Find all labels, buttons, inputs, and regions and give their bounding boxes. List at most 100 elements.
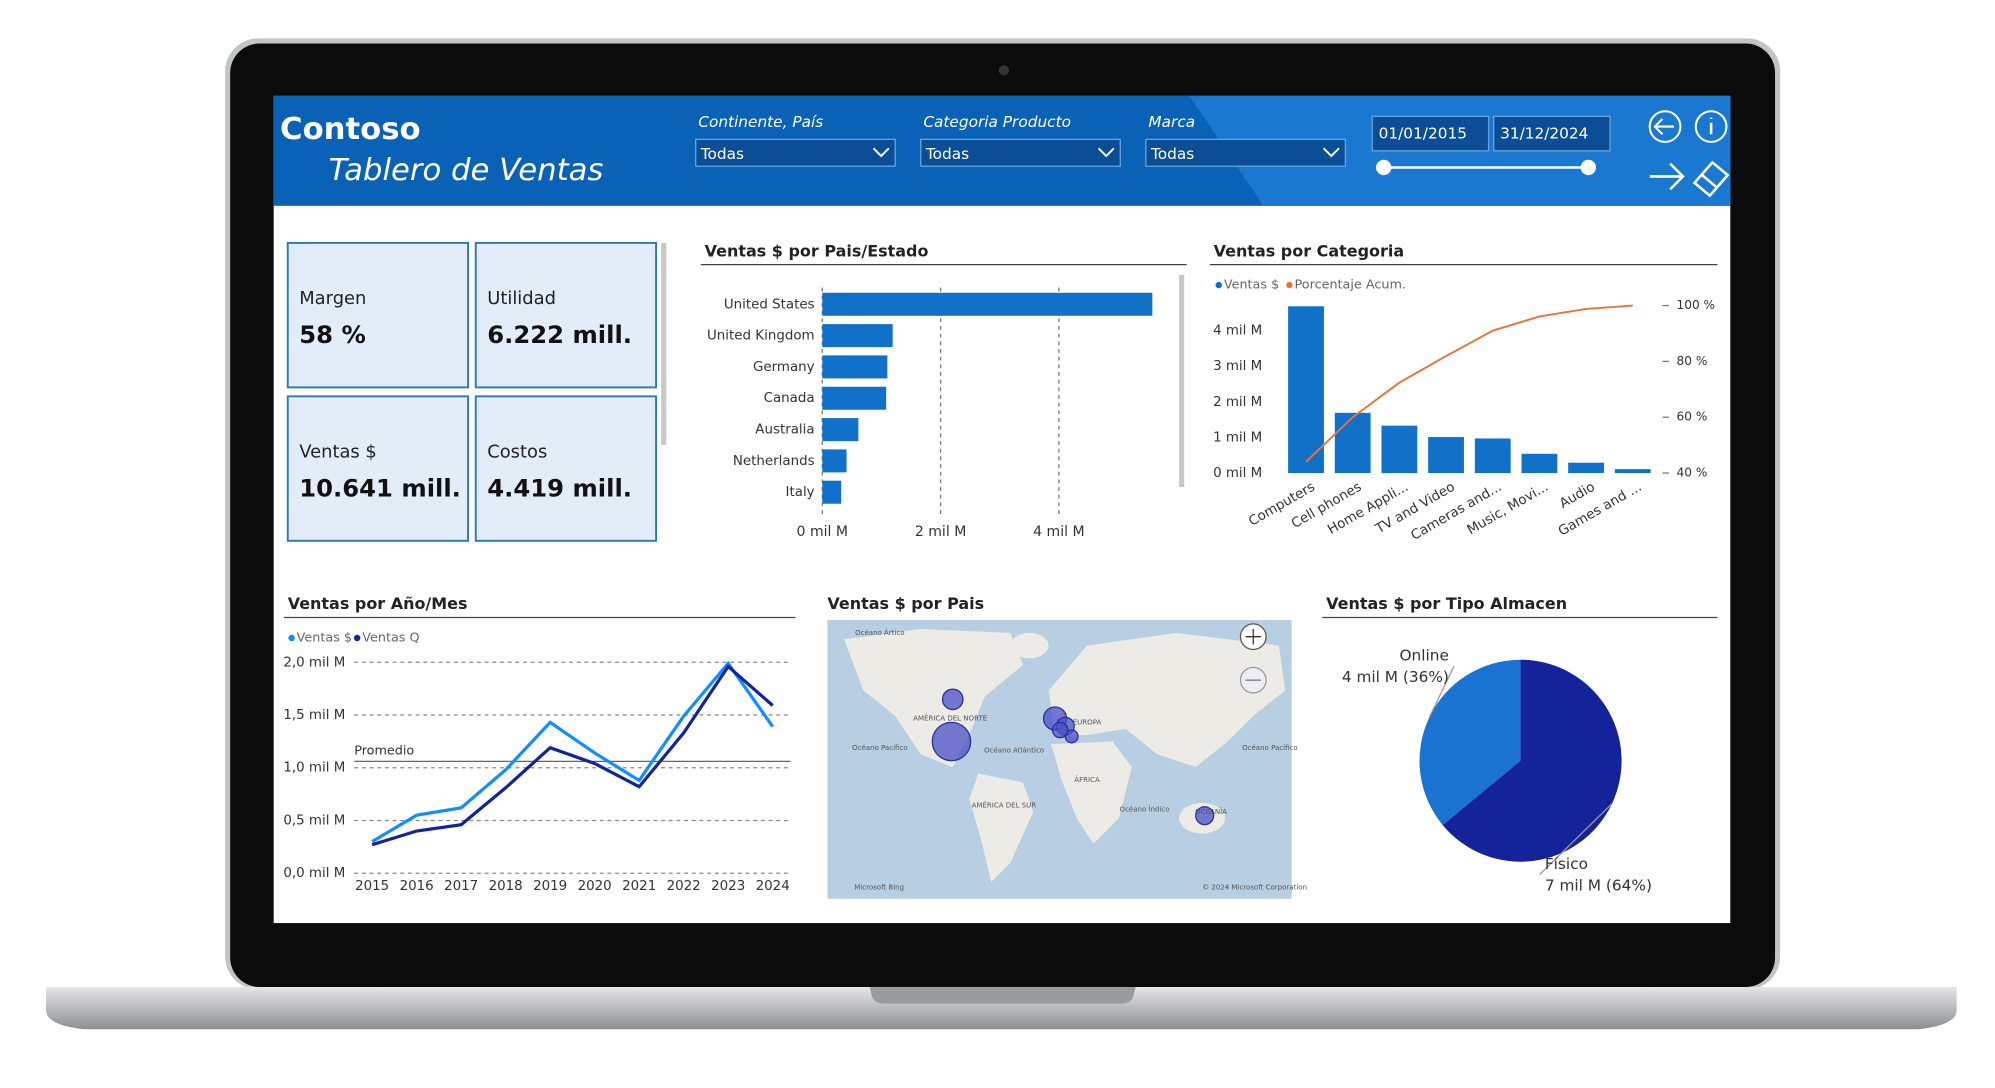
bar bbox=[1381, 425, 1418, 474]
land bbox=[1010, 632, 1049, 659]
y-tick-label: 3 mil M bbox=[1213, 359, 1262, 374]
kpi-value: 4.419 mill. bbox=[487, 474, 632, 503]
line bbox=[371, 664, 774, 847]
filter[interactable]: Marca Todas bbox=[1145, 113, 1346, 167]
leader-line bbox=[1539, 803, 1613, 875]
map-label: Océano Índico bbox=[1120, 804, 1170, 813]
y-tick-label: 2 mil M bbox=[1213, 395, 1262, 410]
clear-button[interactable] bbox=[1692, 160, 1730, 198]
y2-tick-label: 40 % bbox=[1677, 466, 1708, 480]
land bbox=[1051, 741, 1132, 844]
legend-dot bbox=[1286, 281, 1293, 289]
bar bbox=[1474, 438, 1511, 474]
bubble[interactable] bbox=[941, 688, 964, 711]
y-tick-label: Italy bbox=[786, 485, 815, 500]
y-tick-label: Canada bbox=[764, 391, 815, 406]
filter-label: Categoria Producto bbox=[923, 113, 1071, 131]
map-label: Océano Pacífico bbox=[852, 743, 908, 752]
y-tick-label: 1 mil M bbox=[1213, 430, 1262, 445]
slider-handle[interactable] bbox=[1580, 159, 1596, 176]
map-label: AMÉRICA DEL NORTE bbox=[913, 714, 987, 723]
date-start: 01/01/2015 bbox=[1379, 125, 1467, 143]
filter[interactable]: Continente, País Todas bbox=[695, 113, 896, 167]
filter-label: Marca bbox=[1148, 113, 1195, 131]
map-label: Océano Pacífico bbox=[1242, 743, 1298, 752]
bubbles bbox=[931, 688, 1215, 826]
slice-label: Físico bbox=[1545, 855, 1588, 873]
header: Contoso Tablero de Ventas Continente, Pa… bbox=[273, 95, 1731, 206]
kpi-value: 10.641 mill. bbox=[299, 474, 461, 503]
bar bbox=[822, 324, 893, 348]
map-label: OCEANÍA bbox=[1195, 807, 1227, 816]
y-tick-label: 2,0 mil M bbox=[283, 655, 345, 670]
map-label: AMÉRICA DEL SUR bbox=[972, 800, 1037, 809]
y-tick-label: 0,0 mil M bbox=[283, 866, 345, 881]
land bbox=[1048, 632, 1286, 768]
bar bbox=[822, 386, 887, 410]
zoom-in-icon bbox=[1245, 629, 1261, 645]
legend-label: Ventas Q bbox=[362, 630, 419, 645]
dropdown-value: Todas bbox=[1150, 145, 1194, 163]
x-tick-label: 2018 bbox=[489, 879, 523, 894]
bubble[interactable] bbox=[1051, 721, 1069, 739]
slice-value: 4 mil M (36%) bbox=[1342, 668, 1449, 686]
back-icon bbox=[1653, 118, 1675, 135]
bar bbox=[822, 449, 847, 473]
map-label: Océano Atlántico bbox=[984, 745, 1044, 754]
pie-slice bbox=[1419, 659, 1521, 826]
x-tick-label: 2022 bbox=[667, 879, 701, 894]
kpi-label: Costos bbox=[487, 442, 547, 463]
date-input[interactable] bbox=[1371, 115, 1490, 152]
dropdown[interactable] bbox=[695, 138, 896, 167]
back-button[interactable] bbox=[1648, 110, 1682, 143]
y-tick-label: United Kingdom bbox=[707, 329, 815, 344]
pie-slice bbox=[1442, 659, 1622, 862]
chart-title: Ventas $ por Pais bbox=[827, 594, 984, 613]
bar bbox=[822, 480, 842, 504]
kpi-label: Utilidad bbox=[487, 288, 556, 309]
filter[interactable]: Categoria Producto Todas bbox=[920, 113, 1121, 167]
slider-handle[interactable] bbox=[1376, 159, 1392, 176]
bar bbox=[1521, 453, 1558, 474]
y-tick-label: 1,0 mil M bbox=[283, 761, 345, 776]
base bbox=[46, 986, 1957, 1030]
line bbox=[371, 660, 774, 843]
dropdown-value: Todas bbox=[700, 145, 744, 163]
date-input[interactable] bbox=[1493, 115, 1611, 152]
chevron bbox=[1322, 147, 1340, 158]
legend-label: Ventas $ bbox=[297, 630, 352, 645]
y-tick-label: 4 mil M bbox=[1213, 324, 1262, 339]
line bbox=[1305, 304, 1633, 463]
dropdown[interactable] bbox=[1145, 138, 1346, 167]
bubble[interactable] bbox=[1195, 806, 1215, 826]
dropdown[interactable] bbox=[920, 138, 1121, 167]
y-tick-label: 0 mil M bbox=[1213, 466, 1262, 481]
x-tick-label: 2016 bbox=[400, 879, 434, 894]
date-end: 31/12/2024 bbox=[1500, 125, 1588, 143]
bar bbox=[1334, 412, 1371, 474]
chart-title: Ventas $ por Tipo Almacen bbox=[1326, 594, 1567, 613]
chevron bbox=[1097, 147, 1115, 158]
header-title: Tablero de Ventas bbox=[329, 153, 604, 188]
chart-title: Ventas por Año/Mes bbox=[288, 594, 468, 613]
chart-title: Ventas $ por Pais/Estado bbox=[705, 241, 929, 260]
forward-button[interactable] bbox=[1649, 162, 1685, 191]
y-tick-label: United States bbox=[724, 297, 815, 312]
kpi-card bbox=[474, 395, 658, 542]
kpi-value: 58 % bbox=[299, 320, 366, 349]
kpi-cards: Margen 58 % Utilidad 6.222 mill. Ventas $ 10.… bbox=[286, 241, 658, 542]
bubble[interactable] bbox=[931, 721, 972, 762]
map-label: © 2024 Microsoft Corporation bbox=[1202, 882, 1307, 891]
y-tick-label: Australia bbox=[755, 423, 814, 438]
map-label: EUROPA bbox=[1073, 717, 1102, 726]
x-tick-label: 2021 bbox=[622, 879, 656, 894]
x-tick-label: 2017 bbox=[444, 879, 478, 894]
x-tick-label: 0 mil M bbox=[797, 524, 848, 540]
notch bbox=[869, 986, 1136, 1004]
bar bbox=[822, 418, 859, 442]
kpi-label: Ventas $ bbox=[299, 442, 377, 463]
x-tick-label: 2024 bbox=[756, 879, 790, 894]
scrollbar bbox=[661, 242, 667, 445]
info-button[interactable] bbox=[1694, 110, 1728, 143]
bar bbox=[822, 292, 1153, 316]
